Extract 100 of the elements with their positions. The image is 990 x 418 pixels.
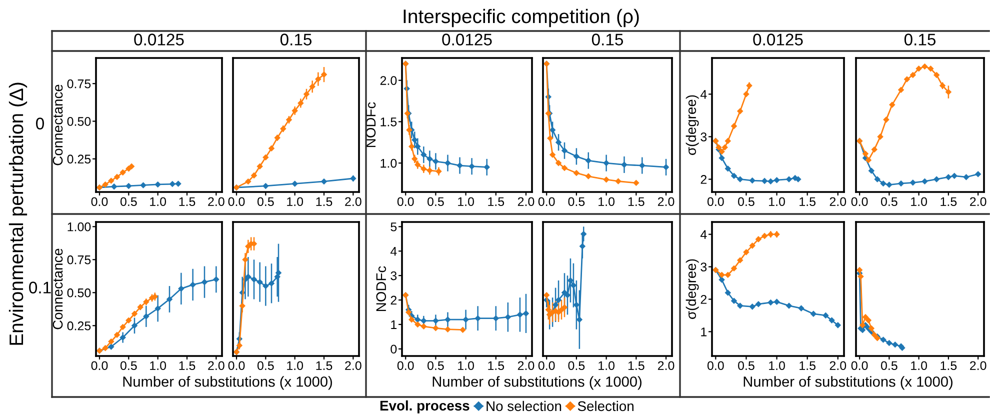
- x-tick-label: 1.5: [488, 197, 504, 206]
- x-axis-title: Number of substitutions (x 1000): [744, 376, 952, 390]
- x-tick-label: 0.5: [428, 361, 444, 370]
- chart-title: 0.15: [280, 34, 312, 46]
- legend-label: Selection: [578, 400, 634, 412]
- x-tick-label: 1.0: [598, 361, 615, 370]
- x-tick-label: 0.5: [880, 361, 898, 370]
- y-tick-label: 4: [700, 90, 707, 99]
- x-tick-label: 1.0: [150, 361, 166, 370]
- x-tick-label: 1.0: [769, 361, 785, 370]
- y-axis-title: Connectance: [52, 248, 63, 330]
- x-tick-label: 2.0: [658, 361, 674, 370]
- x-tick-label: 1.0: [911, 197, 928, 206]
- x-tick-label: 1.5: [628, 197, 644, 206]
- y-tick-label: 0.25: [67, 154, 91, 164]
- y-axis-title: σ(degree): [686, 95, 699, 155]
- text: 0.1: [29, 282, 51, 294]
- y-tick-label: 0.75: [67, 79, 91, 88]
- x-tick-label: 0.0: [851, 197, 868, 206]
- chart-title: 0.0125: [442, 34, 492, 46]
- x-tick-label: 0.5: [568, 197, 585, 206]
- x-tick-label: 1.5: [800, 197, 816, 206]
- y-tick-label: 0.75: [67, 255, 91, 264]
- x-tick-label: 0.5: [880, 197, 898, 206]
- y-axis-title: NODFc: [376, 266, 386, 312]
- x-tick-label: 0.5: [568, 361, 585, 370]
- x-tick-label: 2.0: [970, 197, 986, 206]
- x-tick-label: 0.0: [707, 361, 724, 370]
- x-tick-label: 1.0: [769, 197, 785, 206]
- text: 0: [36, 118, 44, 130]
- x-tick-label: 0.0: [397, 197, 414, 206]
- x-tick-label: 2.0: [345, 361, 362, 370]
- y-tick-label: 1.5: [380, 118, 397, 126]
- x-tick-label: 0.0: [538, 361, 555, 370]
- x-tick-label: 1.5: [628, 361, 644, 370]
- x-tick-label: 0.0: [538, 197, 555, 206]
- chart-title: 0.15: [904, 34, 936, 46]
- y-tick-label: 0.50: [67, 288, 91, 298]
- x-axis-title: Number of substitutions (x 1000): [432, 376, 642, 390]
- x-tick-label: 0.5: [120, 361, 137, 370]
- legend-label: No selection: [486, 400, 562, 412]
- x-tick-label: 0.0: [851, 361, 868, 370]
- x-tick-label: 0.0: [397, 361, 414, 370]
- y-tick-label: 2: [390, 296, 397, 305]
- y-tick-label: 3: [700, 262, 707, 272]
- y-tick-label: 0.25: [67, 321, 91, 330]
- x-tick-label: 1.0: [287, 197, 304, 206]
- y-tick-label: 1.00: [68, 222, 91, 232]
- x-tick-label: 2.0: [830, 361, 846, 370]
- x-tick-label: 2.0: [208, 197, 224, 206]
- y-tick-label: 3: [700, 132, 707, 142]
- x-tick-label: 2.0: [518, 197, 534, 206]
- y-tick-label: 1.0: [380, 158, 397, 168]
- x-tick-label: 0.0: [91, 361, 108, 370]
- x-tick-label: 1.5: [940, 197, 957, 206]
- x-tick-label: 2.0: [658, 197, 674, 206]
- x-axis-title: Number of substitutions (x 1000): [123, 376, 332, 390]
- y-tick-label: 3: [390, 271, 397, 280]
- chart-title: 0.0125: [134, 34, 184, 46]
- y-tick-label: 2.0: [380, 76, 397, 85]
- x-tick-label: 0.0: [228, 197, 245, 206]
- y-tick-label: 0: [390, 344, 397, 354]
- x-tick-label: 1.0: [598, 197, 615, 206]
- y-tick-label: 1: [701, 328, 707, 336]
- x-tick-label: 1.5: [316, 197, 332, 206]
- legend-title: Evol. process: [380, 400, 470, 414]
- x-tick-label: 1.5: [488, 361, 504, 370]
- y-tick-label: 2: [700, 295, 707, 304]
- x-tick-label: 1.5: [179, 361, 196, 370]
- x-tick-label: 0.5: [120, 197, 137, 206]
- x-tick-label: 2.0: [970, 361, 986, 370]
- y-axis-title: Connectance: [52, 84, 63, 166]
- x-tick-label: 2.0: [345, 197, 362, 206]
- y-tick-label: 1: [391, 320, 397, 329]
- x-tick-label: 1.0: [458, 361, 474, 370]
- y-tick-label: 0.50: [67, 117, 91, 126]
- chart-title: 0.15: [592, 34, 624, 46]
- x-tick-label: 0.0: [91, 197, 108, 206]
- y-tick-label: 5: [390, 222, 397, 232]
- x-tick-label: 0.0: [228, 361, 245, 370]
- x-tick-label: 2.0: [830, 197, 846, 206]
- x-tick-label: 1.5: [940, 361, 957, 370]
- y-tick-label: 4: [700, 230, 707, 239]
- y-axis-title: σ(degree): [686, 259, 699, 319]
- chart-title: 0.0125: [753, 34, 803, 46]
- x-tick-label: 1.0: [458, 197, 474, 206]
- x-tick-label: 2.0: [208, 361, 224, 370]
- x-tick-label: 0.0: [707, 197, 724, 206]
- x-tick-label: 1.0: [287, 361, 304, 370]
- x-tick-label: 0.5: [428, 197, 444, 206]
- x-tick-label: 1.5: [800, 361, 816, 370]
- x-tick-label: 0.5: [738, 361, 754, 370]
- x-tick-label: 2.0: [518, 361, 534, 370]
- x-tick-label: 1.0: [150, 197, 166, 206]
- x-tick-label: 0.5: [257, 361, 274, 370]
- y-tick-label: 2: [700, 175, 707, 184]
- x-tick-label: 0.5: [738, 197, 754, 206]
- x-tick-label: 0.5: [257, 197, 274, 206]
- text: Interspecific competition (ρ): [404, 8, 639, 28]
- x-tick-label: 1.5: [316, 361, 332, 370]
